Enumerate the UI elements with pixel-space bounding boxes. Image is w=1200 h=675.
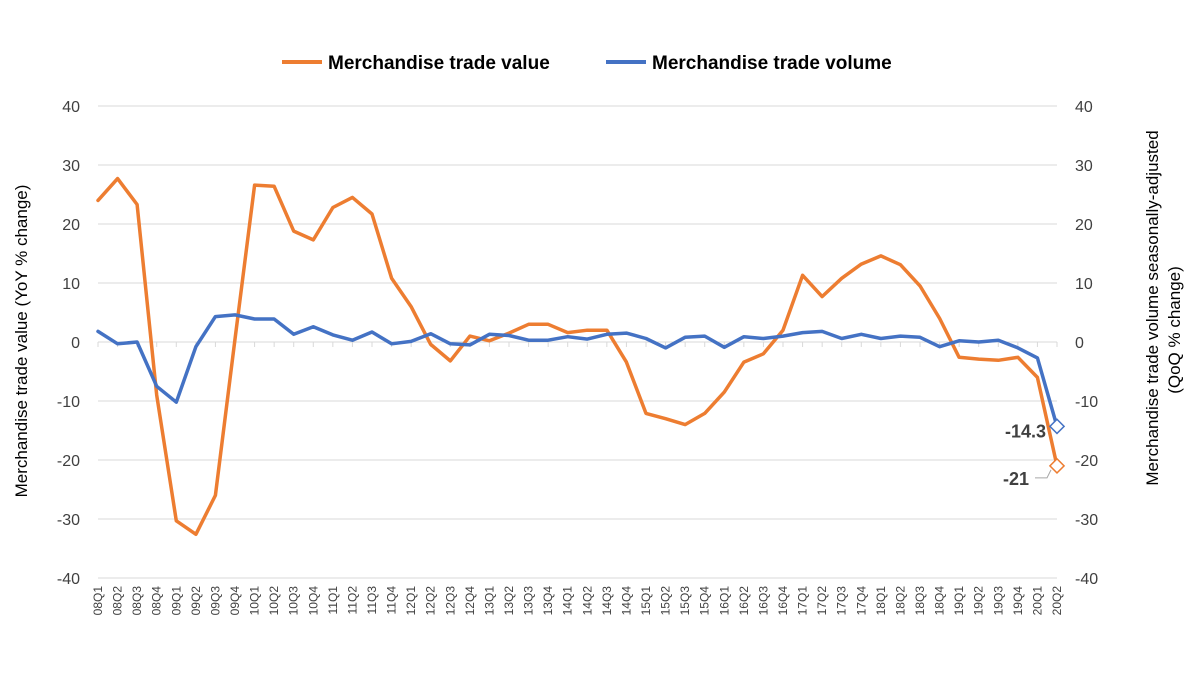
- x-tick-label: 18Q4: [933, 586, 947, 616]
- x-tick-label: 09Q4: [228, 586, 242, 616]
- annotation-label: -14.3: [1005, 421, 1046, 441]
- x-tick-label: 08Q2: [111, 586, 125, 616]
- x-tick-label: 12Q3: [443, 586, 457, 616]
- left-y-tick-label: 20: [62, 217, 80, 234]
- x-tick-label: 15Q2: [659, 586, 673, 616]
- annotation-marker: [1048, 418, 1066, 435]
- x-axis: 08Q1 08Q2 08Q3 08Q4 09Q1 09Q2 09Q3 09Q4 10Q1 10Q2…: [91, 341, 1064, 616]
- x-tick-label: 17Q3: [835, 586, 849, 616]
- x-tick-label: 13Q4: [541, 586, 555, 616]
- right-axis-title: Merchandise trade volume seasonally-adju…: [1143, 130, 1184, 485]
- right-y-tick-label: -10: [1075, 394, 1098, 411]
- x-tick-label: 17Q4: [854, 586, 868, 616]
- right-y-tick-label: 20: [1075, 217, 1093, 234]
- x-tick-label: 12Q2: [424, 586, 438, 616]
- left-y-tick-label: -20: [57, 453, 80, 470]
- x-tick-label: 09Q2: [189, 586, 203, 616]
- legend-label-volume: Merchandise trade volume: [652, 53, 892, 74]
- x-tick-label: 08Q1: [91, 586, 105, 616]
- x-tick-label: 19Q2: [972, 586, 986, 616]
- right-axis-title-line-2: (QoQ % change): [1165, 266, 1184, 394]
- legend-label-value: Merchandise trade value: [328, 53, 550, 74]
- x-tick-label: 12Q1: [404, 586, 418, 616]
- x-tick-label: 18Q2: [893, 586, 907, 616]
- x-tick-label: 09Q1: [169, 586, 183, 616]
- x-tick-label: 11Q3: [365, 586, 379, 615]
- left-y-tick-label: -40: [57, 571, 80, 588]
- x-tick-label: 10Q1: [248, 586, 262, 616]
- x-tick-label: 12Q4: [463, 586, 477, 616]
- x-tick-label: 19Q1: [952, 586, 966, 616]
- x-tick-label: 15Q4: [698, 586, 712, 616]
- left-y-tick-label: -30: [57, 512, 80, 529]
- x-tick-label: 18Q3: [913, 586, 927, 616]
- series-line-value: [96, 176, 1059, 537]
- x-tick-label: 14Q2: [580, 586, 594, 616]
- x-tick-label: 16Q2: [737, 586, 751, 616]
- series-line-volume: [96, 313, 1059, 429]
- x-tick-label: 10Q3: [287, 586, 301, 616]
- right-y-tick-label: -40: [1075, 571, 1098, 588]
- x-tick-label: 10Q2: [267, 586, 281, 616]
- right-y-tick-label: 30: [1075, 158, 1093, 175]
- x-tick-label: 11Q1: [326, 586, 340, 615]
- x-tick-label: 20Q1: [1030, 586, 1044, 616]
- x-tick-label: 15Q3: [678, 586, 692, 616]
- x-tick-label: 19Q4: [1011, 586, 1025, 616]
- x-tick-label: 11Q2: [345, 586, 359, 615]
- left-y-tick-label: 0: [71, 335, 80, 352]
- annotation-leader: [1035, 469, 1052, 479]
- x-tick-label: 16Q1: [717, 586, 731, 616]
- x-tick-label: 08Q3: [130, 586, 144, 616]
- annotation-marker: [1048, 457, 1066, 475]
- x-tick-label: 20Q2: [1050, 586, 1064, 616]
- x-tick-label: 13Q2: [502, 586, 516, 616]
- x-tick-label: 16Q3: [756, 586, 770, 616]
- left-axis-title: Merchandise trade value (YoY % change): [12, 185, 31, 498]
- x-tick-label: 18Q1: [874, 586, 888, 616]
- x-tick-label: 19Q3: [991, 586, 1005, 616]
- x-tick-label: 15Q1: [639, 586, 653, 616]
- x-tick-label: 16Q4: [776, 586, 790, 616]
- x-tick-label: 17Q1: [796, 586, 810, 616]
- x-tick-label: 08Q4: [150, 586, 164, 616]
- legend: Merchandise trade value Merchandise trad…: [282, 53, 892, 74]
- series-lines: [96, 176, 1059, 537]
- left-y-tick-label: -10: [57, 394, 80, 411]
- x-tick-label: 10Q4: [306, 586, 320, 616]
- right-y-tick-label: -30: [1075, 512, 1098, 529]
- left-y-tick-label: 40: [62, 99, 80, 116]
- x-tick-label: 14Q1: [561, 586, 575, 616]
- x-tick-label: 14Q3: [600, 586, 614, 616]
- right-y-tick-label: -20: [1075, 453, 1098, 470]
- x-tick-label: 13Q3: [522, 586, 536, 616]
- x-tick-label: 14Q4: [619, 586, 633, 616]
- left-y-tick-label: 10: [62, 276, 80, 293]
- x-tick-label: 09Q3: [208, 586, 222, 616]
- right-y-axis-ticks: 40 30 20 10 0 -10 -20 -30 -40: [1075, 99, 1098, 588]
- annotations: -14.3 -21: [1003, 418, 1066, 489]
- x-tick-label: 17Q2: [815, 586, 829, 616]
- annotation-label: -21: [1003, 469, 1029, 489]
- x-tick-label: 11Q4: [385, 586, 399, 615]
- x-tick-label: 13Q1: [482, 586, 496, 616]
- right-y-tick-label: 0: [1075, 335, 1084, 352]
- right-y-tick-label: 40: [1075, 99, 1093, 116]
- left-y-tick-label: 30: [62, 158, 80, 175]
- right-y-tick-label: 10: [1075, 276, 1093, 293]
- right-axis-title-line-1: Merchandise trade volume seasonally-adju…: [1143, 130, 1162, 485]
- left-y-axis-ticks: 40 30 20 10 0 -10 -20 -30 -40: [57, 99, 80, 588]
